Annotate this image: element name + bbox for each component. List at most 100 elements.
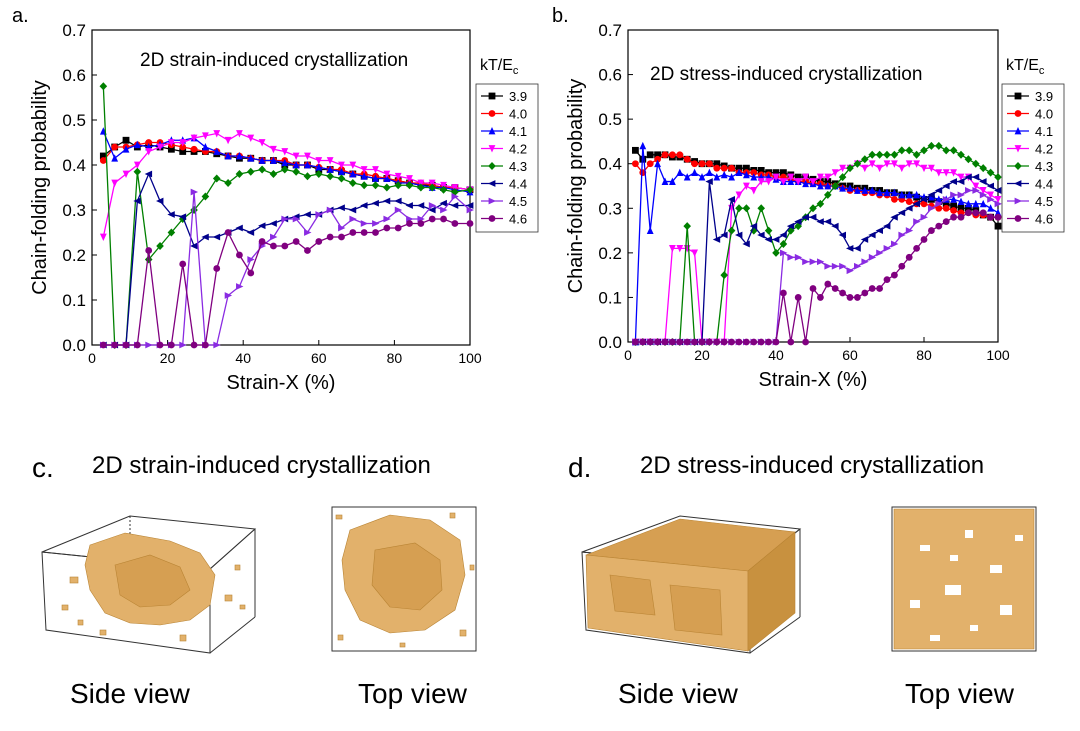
x-tick-label-a: 80 bbox=[387, 350, 403, 366]
data-point bbox=[224, 136, 232, 145]
data-point bbox=[111, 341, 119, 349]
y-tick-label-b: 0.2 bbox=[598, 244, 622, 263]
series-4.3 bbox=[99, 82, 474, 349]
data-point bbox=[247, 269, 255, 277]
legend-label-4.1: 4.1 bbox=[509, 124, 527, 139]
data-point bbox=[743, 170, 750, 179]
data-point bbox=[99, 233, 107, 241]
data-point bbox=[111, 179, 119, 187]
data-point bbox=[669, 245, 676, 253]
legend-marker-4.0 bbox=[488, 110, 496, 117]
y-tick-label-b: 0.1 bbox=[598, 288, 622, 307]
data-point bbox=[905, 160, 913, 168]
data-point bbox=[270, 233, 278, 241]
data-point bbox=[772, 173, 780, 182]
side-view-rendering-c bbox=[41, 515, 257, 654]
data-point bbox=[156, 143, 164, 151]
data-point bbox=[303, 172, 312, 181]
data-point bbox=[292, 215, 301, 223]
data-point bbox=[891, 240, 899, 248]
legend-label-4.1: 4.1 bbox=[1035, 124, 1053, 139]
data-point bbox=[661, 177, 669, 185]
data-point bbox=[928, 193, 935, 201]
data-point bbox=[303, 211, 311, 218]
data-point bbox=[743, 338, 750, 346]
legend-marker-4.6 bbox=[1014, 215, 1022, 222]
data-point bbox=[987, 195, 995, 203]
data-point bbox=[817, 173, 824, 182]
legend-title-subscript: c bbox=[1039, 65, 1045, 77]
data-point bbox=[875, 227, 883, 234]
data-point bbox=[780, 289, 787, 297]
legend-label-4.3: 4.3 bbox=[509, 159, 527, 174]
data-point bbox=[838, 173, 847, 182]
data-point bbox=[891, 188, 898, 197]
data-point bbox=[787, 173, 795, 182]
data-point bbox=[839, 262, 847, 270]
data-point bbox=[270, 156, 277, 164]
panel-d-title: 2D stress-induced crystallization bbox=[640, 452, 985, 479]
data-point bbox=[868, 186, 876, 194]
y-tick-label-a: 0.4 bbox=[62, 156, 86, 175]
data-point bbox=[949, 178, 957, 185]
data-point bbox=[360, 166, 368, 174]
data-point bbox=[965, 187, 973, 194]
data-point bbox=[764, 226, 773, 235]
data-point bbox=[868, 231, 876, 239]
data-point bbox=[213, 265, 221, 272]
data-point bbox=[735, 164, 743, 172]
data-point bbox=[934, 187, 943, 194]
y-tick-label-b: 0.7 bbox=[598, 21, 622, 40]
data-point bbox=[281, 148, 289, 156]
data-point bbox=[994, 213, 1002, 221]
series-4.2 bbox=[632, 160, 1002, 346]
panel-letter-a: a. bbox=[12, 5, 29, 27]
data-point bbox=[145, 341, 153, 349]
series-4.4 bbox=[99, 170, 474, 349]
data-point bbox=[920, 236, 928, 243]
data-point bbox=[802, 179, 809, 188]
data-point bbox=[202, 143, 209, 151]
data-point bbox=[450, 202, 459, 209]
data-point bbox=[247, 154, 255, 162]
data-point bbox=[942, 200, 950, 208]
data-point bbox=[304, 161, 311, 169]
data-point bbox=[428, 206, 436, 214]
data-point bbox=[897, 209, 906, 217]
data-point bbox=[876, 188, 883, 197]
data-point bbox=[236, 152, 243, 160]
data-point bbox=[972, 187, 980, 194]
data-point bbox=[787, 177, 795, 185]
data-point bbox=[817, 182, 824, 190]
data-point bbox=[935, 141, 943, 150]
legend-marker-3.9 bbox=[1014, 92, 1022, 100]
data-point bbox=[846, 245, 854, 252]
data-point bbox=[270, 242, 277, 250]
data-point bbox=[133, 167, 142, 176]
data-point bbox=[942, 218, 950, 226]
data-point bbox=[935, 200, 943, 208]
data-point bbox=[957, 191, 965, 199]
data-point bbox=[891, 271, 898, 279]
data-point bbox=[632, 160, 639, 168]
data-point bbox=[720, 164, 728, 172]
x-axis-label-b: Strain-X (%) bbox=[759, 369, 868, 391]
data-point bbox=[713, 164, 721, 172]
data-point bbox=[451, 188, 459, 196]
data-point bbox=[212, 174, 221, 183]
data-point bbox=[405, 181, 414, 190]
data-point bbox=[986, 168, 995, 177]
data-point bbox=[167, 228, 176, 237]
data-point bbox=[824, 190, 832, 199]
data-point bbox=[854, 294, 861, 301]
legend-label-4.6: 4.6 bbox=[509, 212, 527, 227]
data-point bbox=[144, 255, 153, 264]
data-point bbox=[935, 222, 943, 230]
data-point bbox=[190, 134, 198, 142]
data-point bbox=[979, 209, 987, 217]
data-point bbox=[824, 262, 832, 270]
data-point bbox=[466, 185, 474, 194]
data-point bbox=[950, 191, 958, 199]
data-point bbox=[913, 190, 920, 199]
data-point bbox=[236, 251, 243, 259]
